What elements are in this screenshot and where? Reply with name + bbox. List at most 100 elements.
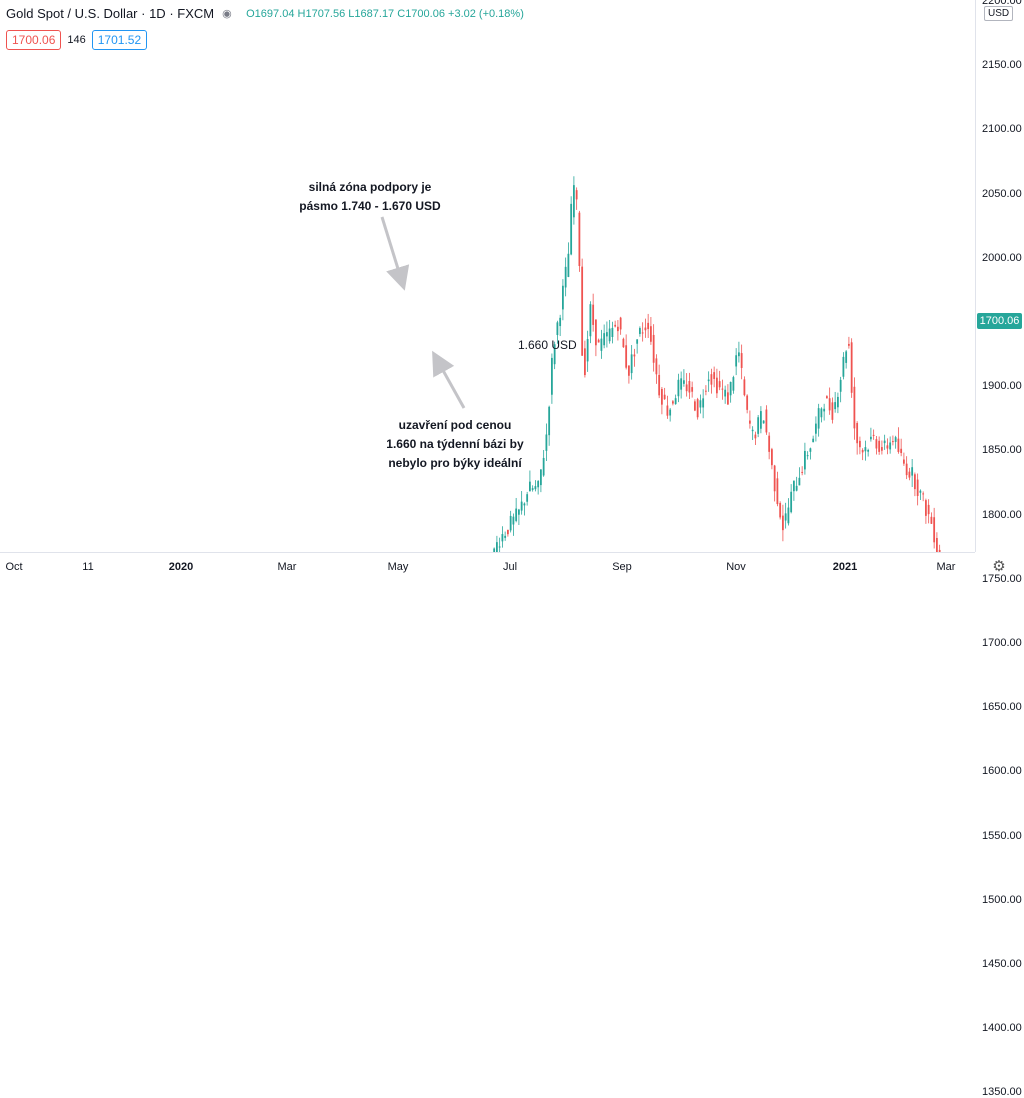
candle: [498, 537, 501, 552]
candle-body: [834, 402, 837, 410]
candle: [740, 344, 743, 380]
candle-body: [908, 471, 911, 478]
candle: [589, 301, 592, 344]
candle: [716, 368, 718, 399]
candle: [707, 371, 710, 392]
buy-price-button[interactable]: 1701.52: [91, 30, 148, 50]
candle-body: [815, 423, 817, 434]
candle: [925, 498, 927, 524]
support-zone-note: silná zóna podpory je pásmo 1.740 - 1.670…: [290, 178, 450, 216]
candle-body: [688, 381, 691, 393]
candle-body: [804, 450, 806, 470]
candle-body: [936, 537, 938, 552]
candle: [518, 508, 520, 525]
candle: [721, 379, 724, 400]
eye-icon[interactable]: ◉: [222, 7, 232, 20]
candle-body: [540, 469, 542, 486]
candle-body: [740, 353, 743, 368]
time-axis[interactable]: Oct 11 2020 Mar May Jul Sep Nov 2021 Mar: [0, 552, 975, 581]
candle-body: [691, 387, 694, 392]
candle: [581, 258, 584, 356]
candle-body: [542, 457, 545, 476]
candle: [751, 426, 754, 441]
candle-body: [677, 379, 680, 397]
gear-icon[interactable]: ⚙: [992, 558, 1006, 575]
candle: [900, 438, 903, 457]
candle: [534, 480, 537, 492]
price-tick-label: 1500.00: [982, 893, 1022, 906]
candle: [542, 449, 545, 477]
candle: [584, 340, 586, 378]
candle-body: [578, 212, 581, 267]
price-tick-label: 2100.00: [982, 123, 1022, 136]
candle: [586, 330, 589, 372]
symbol-title[interactable]: Gold Spot / U.S. Dollar · 1D · FXCM: [6, 6, 215, 21]
candle-body: [553, 344, 556, 365]
time-tick-label: 2021: [832, 561, 858, 573]
candle: [658, 364, 661, 399]
candle: [729, 381, 732, 403]
candle: [625, 334, 628, 370]
close-below-arrow: [432, 350, 466, 409]
candle: [883, 434, 886, 450]
candle: [749, 410, 751, 429]
time-tick-label: Jul: [502, 561, 518, 573]
annotation-line: pásmo 1.740 - 1.670 USD: [299, 199, 441, 213]
candle: [828, 387, 831, 415]
candle: [655, 354, 658, 384]
candle-body: [694, 401, 696, 411]
price-tick-label: 2150.00: [982, 59, 1022, 72]
candle-body: [905, 463, 908, 476]
interval-label: 1D: [149, 6, 166, 21]
price-axis[interactable]: 2200.002150.002100.002050.002000.001950.…: [975, 0, 1024, 1098]
candle-body: [710, 374, 713, 385]
currency-badge[interactable]: USD: [984, 6, 1014, 21]
price-chart[interactable]: [0, 0, 975, 552]
candle: [600, 329, 603, 359]
candle-body: [867, 450, 870, 452]
candle: [611, 321, 614, 344]
price-tick-label: 2200.00: [982, 0, 1022, 7]
candle-body: [567, 253, 570, 277]
candle: [672, 400, 674, 406]
candle-body: [828, 398, 831, 411]
candle-body: [773, 465, 776, 492]
price-tick-label: 1350.00: [982, 1086, 1022, 1098]
candle-body: [639, 328, 641, 334]
candle: [919, 489, 922, 501]
candle: [903, 452, 905, 466]
candle-body: [658, 374, 661, 396]
candle-body: [551, 357, 553, 395]
candle: [878, 436, 881, 455]
bid-ask-panel: 1700.06 146 1701.52: [6, 30, 148, 50]
time-tick-label: Sep: [612, 561, 632, 573]
candle-body: [696, 399, 699, 418]
candle: [864, 440, 867, 461]
candle-body: [831, 402, 834, 420]
candle-body: [809, 448, 812, 452]
candle: [669, 407, 672, 422]
candle: [677, 373, 680, 403]
candle: [933, 507, 936, 549]
candle: [859, 436, 861, 455]
candle: [592, 293, 595, 332]
candle-body: [622, 338, 625, 348]
candle-body: [782, 515, 784, 531]
high-value: H1707.56: [297, 7, 346, 20]
candle: [691, 381, 694, 398]
candle-body: [597, 339, 600, 343]
sell-price-button[interactable]: 1700.06: [6, 30, 62, 50]
low-value: L1687.17: [348, 7, 395, 20]
price-tick-label: 1550.00: [982, 829, 1022, 842]
candle-body: [784, 513, 787, 521]
candle-body: [559, 317, 562, 327]
candle: [562, 279, 564, 321]
candle-body: [746, 395, 749, 410]
candle: [647, 313, 650, 339]
candle-body: [842, 356, 845, 377]
candle: [529, 470, 531, 492]
candle-body: [768, 435, 771, 452]
candle: [773, 464, 776, 502]
candle: [606, 321, 608, 348]
chart-area[interactable]: Gold Spot / U.S. Dollar · 1D · FXCM ◉ O1…: [0, 0, 975, 552]
